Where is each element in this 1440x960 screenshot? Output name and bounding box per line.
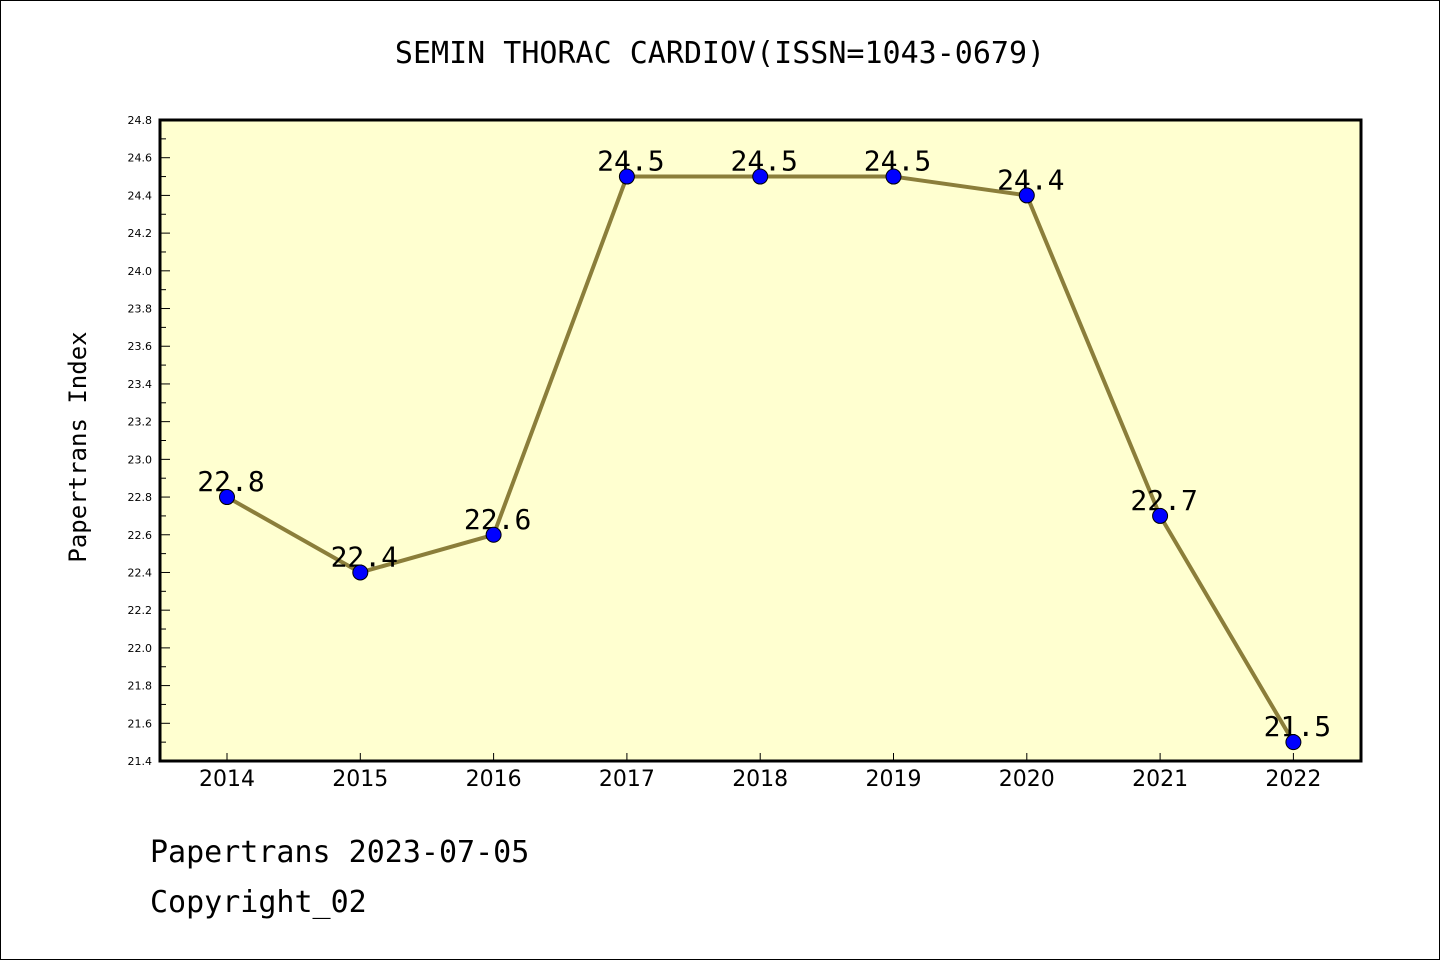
plot-area [158,118,1363,763]
x-tick-label: 2020 [999,767,1055,792]
y-tick-label: 24.0 [128,265,153,278]
series-group: 22.822.422.624.5 24.5 24.524.422.721.5 [197,145,1331,751]
y-axis: 21.4 21.6 21.8 22.0 22.2 22.4 22.6 22.8 23.0 23.2… [128,114,170,768]
y-tick-label: 21.6 [128,717,153,730]
chart-title: SEMIN THORAC CARDIOV(ISSN=1043-0679) [394,36,1046,71]
y-tick-label: 23.2 [128,416,153,429]
data-point [352,564,369,581]
data-point [1285,734,1302,751]
x-tick-label: 2019 [866,767,922,792]
y-tick-label: 24.4 [128,189,153,202]
y-tick-label: 21.8 [128,680,153,693]
data-point [752,168,769,185]
x-tick-label: 2022 [1265,767,1321,792]
y-tick-label: 23.0 [128,453,153,466]
source-note: Papertrans 2023-07-05 [150,835,530,870]
y-tick-label: 22.0 [128,642,153,655]
y-tick-label: 22.4 [128,566,153,579]
y-tick-label: 23.4 [128,378,153,391]
data-point [485,526,502,543]
y-tick-label: 24.2 [128,227,153,240]
y-tick-label: 22.6 [128,529,153,542]
copyright-note: Copyright_02 [150,885,367,920]
data-point [885,168,902,185]
y-tick-label: 24.8 [128,114,153,127]
data-point [618,168,635,185]
y-tick-label: 24.6 [128,152,153,165]
y-axis-label: Papertrans Index [64,331,92,562]
y-tick-label: 21.4 [128,755,153,768]
y-tick-label: 23.6 [128,340,153,353]
y-tick-label: 22.2 [128,604,153,617]
x-tick-label: 2018 [732,767,788,792]
x-axis: 2014 2015 2016 2017 2018 2019 2020 2021 2022 [199,753,1321,792]
x-tick-label: 2017 [599,767,655,792]
x-tick-label: 2015 [332,767,388,792]
x-tick-label: 2021 [1132,767,1188,792]
data-point [1018,187,1035,204]
y-tick-label: 22.8 [128,491,153,504]
x-tick-label: 2014 [199,767,255,792]
y-tick-label: 23.8 [128,303,153,316]
x-tick-label: 2016 [466,767,522,792]
data-point [1152,507,1169,524]
data-point [219,489,235,506]
